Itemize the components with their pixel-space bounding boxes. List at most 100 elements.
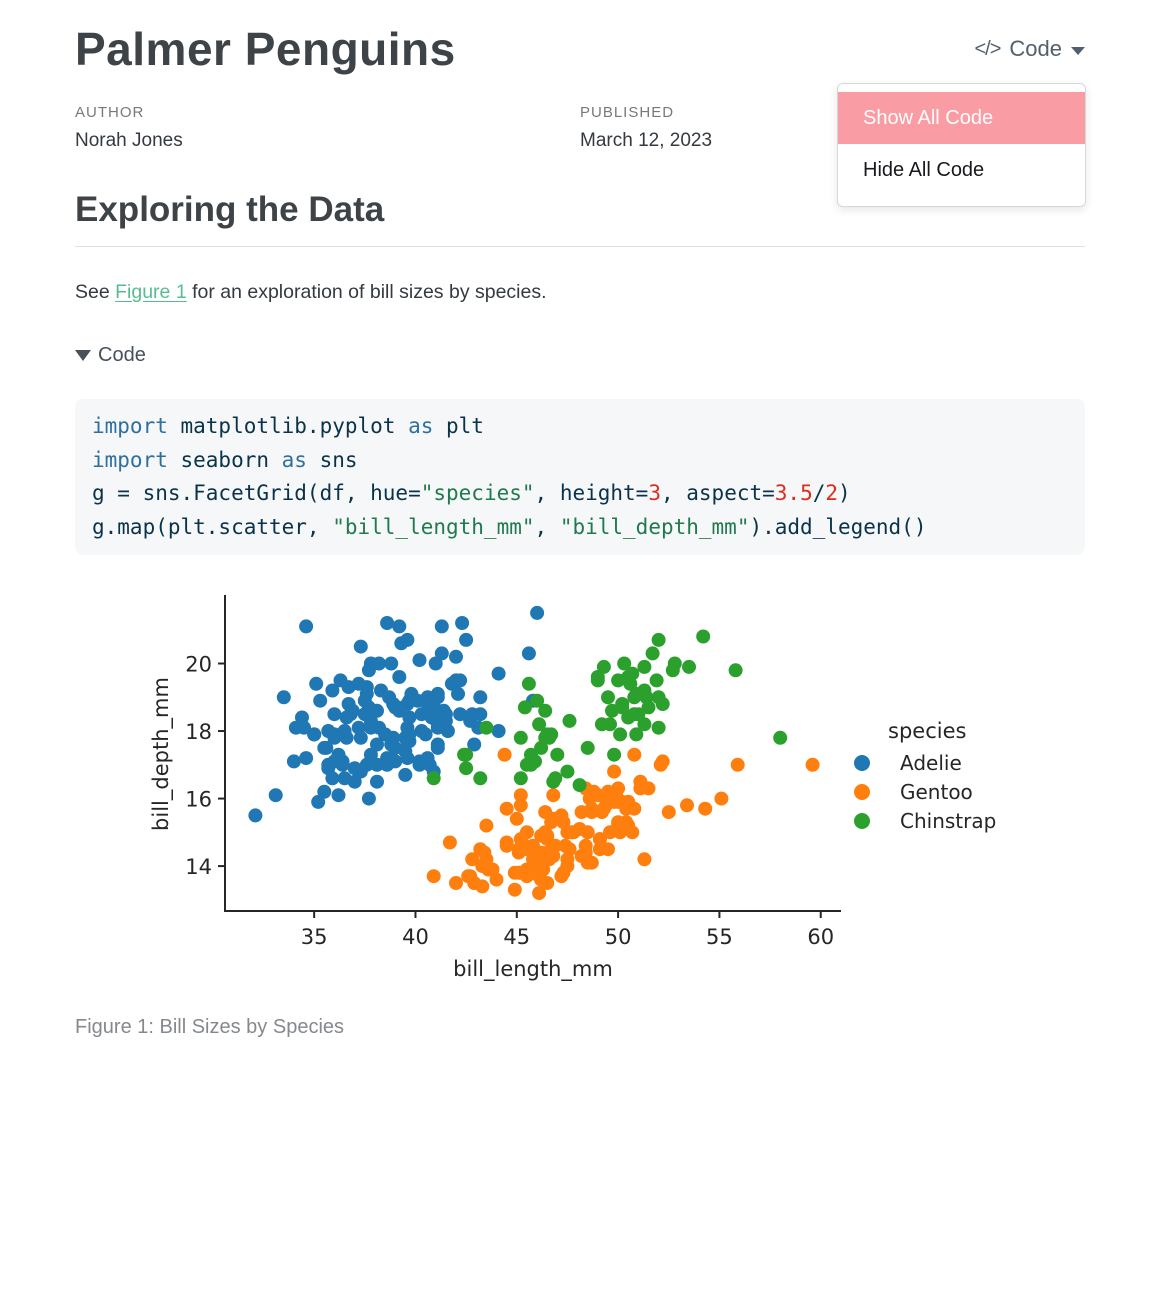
- data-point-adelie: [400, 751, 415, 766]
- data-point-gentoo: [465, 852, 480, 867]
- data-point-adelie: [299, 619, 314, 634]
- data-point-gentoo: [619, 801, 634, 816]
- data-point-adelie: [378, 727, 393, 742]
- legend-title: species: [888, 719, 966, 743]
- data-point-gentoo: [637, 852, 652, 867]
- figure-1-plot: 35 40 45 50 55 60 14 16 18 20 bill_length_mm bill_d…: [149, 595, 996, 982]
- data-point-adelie: [521, 646, 536, 661]
- body-paragraph: See Figure 1 for an exploration of bill …: [75, 281, 547, 304]
- data-point-adelie: [473, 690, 488, 705]
- data-point-adelie: [311, 794, 326, 809]
- data-point-adelie: [248, 808, 263, 823]
- legend-item-chinstrap: Chinstrap: [900, 809, 996, 833]
- author-label: AUTHOR: [75, 104, 145, 121]
- data-point-adelie: [398, 767, 413, 782]
- data-point-adelie: [370, 737, 384, 752]
- data-point-chinstrap: [479, 720, 494, 735]
- data-point-chinstrap: [517, 700, 532, 715]
- data-point-adelie: [467, 737, 482, 752]
- data-point-adelie: [453, 707, 468, 722]
- x-tick-label: 45: [503, 925, 530, 949]
- data-point-chinstrap: [649, 673, 664, 688]
- data-point-chinstrap: [607, 747, 622, 762]
- code-line: import seaborn as sns: [92, 447, 358, 472]
- data-point-adelie: [402, 727, 417, 742]
- data-point-adelie: [339, 710, 354, 725]
- data-point-adelie: [359, 686, 374, 701]
- data-point-gentoo: [509, 811, 524, 826]
- data-point-chinstrap: [617, 656, 632, 671]
- data-point-adelie: [412, 653, 427, 668]
- data-point-adelie: [317, 784, 332, 799]
- code-tools-button[interactable]: </> Code: [974, 36, 1085, 62]
- legend-item-gentoo: Gentoo: [900, 780, 973, 804]
- data-point-gentoo: [641, 781, 656, 796]
- data-point-gentoo: [513, 832, 528, 847]
- data-point-gentoo: [449, 876, 463, 890]
- y-axis-label: bill_depth_mm: [149, 677, 174, 831]
- data-point-adelie: [422, 757, 437, 772]
- data-point-gentoo: [477, 845, 492, 860]
- data-point-adelie: [438, 707, 453, 722]
- data-point-chinstrap: [546, 774, 561, 789]
- published-label: PUBLISHED: [580, 104, 675, 121]
- data-point-adelie: [402, 693, 417, 708]
- page-title: Palmer Penguins: [75, 23, 456, 75]
- data-point-adelie: [353, 639, 368, 654]
- data-point-chinstrap: [773, 730, 788, 745]
- data-point-gentoo: [572, 822, 587, 836]
- data-point-gentoo: [546, 788, 561, 803]
- data-point-adelie: [392, 670, 407, 684]
- data-point-gentoo: [499, 835, 514, 850]
- data-point-gentoo: [560, 825, 575, 840]
- data-point-gentoo: [586, 784, 601, 799]
- figure-1-link[interactable]: Figure 1: [115, 281, 187, 303]
- data-point-gentoo: [534, 855, 549, 870]
- data-point-adelie: [384, 737, 399, 752]
- data-point-gentoo: [532, 886, 547, 901]
- data-point-adelie: [473, 707, 488, 722]
- paragraph-suffix: for an exploration of bill sizes by spec…: [186, 281, 547, 303]
- data-point-adelie: [351, 676, 366, 691]
- data-point-gentoo: [507, 865, 522, 880]
- menu-item-show-all-code[interactable]: Show All Code: [838, 92, 1085, 144]
- data-point-adelie: [331, 788, 346, 803]
- data-point-adelie: [370, 774, 384, 789]
- data-point-chinstrap: [651, 632, 666, 647]
- x-tick-label: 55: [706, 925, 733, 949]
- data-point-adelie: [414, 707, 429, 722]
- menu-item-hide-all-code[interactable]: Hide All Code: [863, 158, 985, 181]
- data-point-chinstrap: [524, 747, 538, 762]
- x-tick-label: 60: [807, 925, 834, 949]
- data-point-gentoo: [558, 838, 573, 853]
- data-point-gentoo: [513, 798, 528, 813]
- data-point-adelie: [459, 632, 474, 647]
- data-point-chinstrap: [651, 720, 666, 735]
- data-point-chinstrap: [655, 697, 670, 711]
- data-point-chinstrap: [560, 764, 575, 779]
- data-point-gentoo: [655, 754, 670, 769]
- data-point-gentoo: [698, 801, 713, 816]
- published-block: PUBLISHED March 12, 2023: [580, 104, 712, 152]
- data-point-adelie: [363, 720, 378, 735]
- data-point-adelie: [430, 740, 445, 755]
- data-point-gentoo: [534, 845, 549, 860]
- code-fold-toggle[interactable]: Code: [75, 344, 146, 367]
- data-point-chinstrap: [459, 761, 474, 776]
- data-point-adelie: [370, 757, 384, 772]
- data-point-gentoo: [574, 805, 589, 820]
- data-point-adelie: [327, 754, 342, 769]
- data-point-adelie: [372, 656, 386, 671]
- data-point-chinstrap: [513, 771, 528, 786]
- data-point-adelie: [455, 616, 470, 630]
- data-point-chinstrap: [615, 700, 630, 715]
- data-point-chinstrap: [637, 717, 652, 732]
- data-point-chinstrap: [580, 740, 595, 755]
- data-point-adelie: [453, 673, 468, 688]
- data-point-gentoo: [519, 842, 534, 857]
- data-point-chinstrap: [696, 629, 711, 644]
- data-point-chinstrap: [603, 717, 617, 732]
- data-point-chinstrap: [426, 771, 441, 786]
- data-point-adelie: [392, 703, 407, 718]
- data-point-chinstrap: [473, 771, 488, 786]
